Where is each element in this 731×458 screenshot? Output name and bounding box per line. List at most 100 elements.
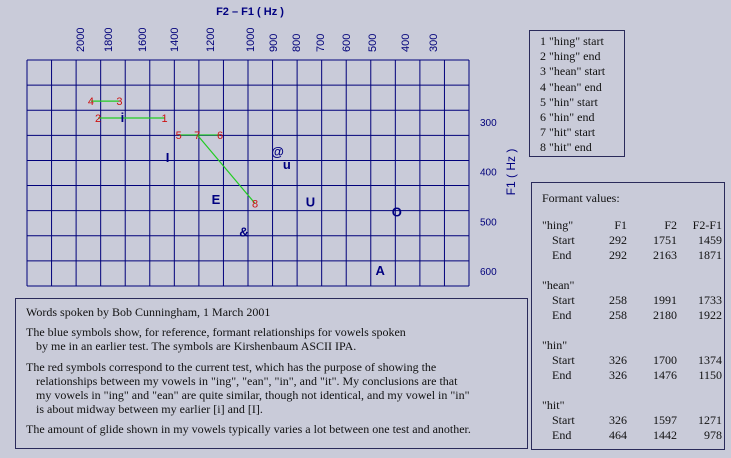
notes-line: The red symbols correspond to the curren…: [26, 359, 437, 374]
formant-cell: 1271: [698, 413, 722, 427]
formant-cell: 1733: [698, 293, 722, 307]
notes-heading: Words spoken by Bob Cunningham, 1 March …: [26, 305, 271, 319]
y-tick-label: 400: [480, 168, 497, 179]
reference-vowel: A: [376, 263, 386, 278]
formant-cell: End: [552, 428, 572, 442]
x-tick-label: 400: [400, 34, 412, 52]
reference-vowel: O: [392, 204, 402, 219]
glide-segments: [90, 100, 256, 204]
x-tick-label: 1200: [205, 28, 217, 52]
x-tick-label: 1400: [169, 28, 181, 52]
reference-vowel: i: [121, 110, 125, 125]
test-points: 1 2 3 4 5 6 7 8: [88, 96, 258, 210]
formant-cell: Start: [552, 233, 575, 247]
x-tick-label: 600: [341, 34, 353, 52]
formant-table-title: Formant values:: [542, 191, 620, 205]
formant-column-header: F2-F1: [692, 218, 722, 232]
formant-cell: 1459: [698, 233, 722, 247]
formant-cell: 326: [609, 368, 627, 382]
formant-cell: Start: [552, 293, 575, 307]
formant-row: End 326 1476 1150: [532, 368, 726, 383]
formant-cell: 258: [609, 293, 627, 307]
formant-group-header: "hean": [532, 278, 726, 293]
reference-vowel: &: [239, 224, 248, 239]
glide-segment: [196, 134, 256, 204]
formant-cell: 1150: [698, 368, 722, 382]
reference-vowels: i I @u E U O & A: [121, 110, 402, 278]
x-tick-label: 1800: [103, 28, 115, 52]
formant-cell: 1442: [653, 428, 677, 442]
formant-row: Start 326 1700 1374: [532, 353, 726, 368]
test-point: 4: [88, 96, 94, 108]
notes-panel: Words spoken by Bob Cunningham, 1 March …: [15, 298, 528, 449]
formant-cell: 292: [609, 248, 627, 262]
legend-item: 6 "hin" end: [540, 110, 595, 125]
notes-paragraph: The red symbols correspond to the curren…: [26, 360, 527, 417]
formant-cell: 2163: [653, 248, 677, 262]
formant-group-header: "hin": [532, 338, 726, 353]
x-tick-label: 800: [291, 34, 303, 52]
y-axis-label: F1 ( Hz ): [504, 149, 518, 196]
legend-item: 4 "hean" end: [540, 79, 602, 94]
x-axis-ticks: 2000 1800 1600 1400 1200 1000 900 800 700 600 500 4…: [75, 28, 440, 52]
notes-paragraph: The amount of glide shown in my vowels t…: [26, 422, 471, 437]
test-point: 8: [252, 198, 258, 210]
formant-cell: 1374: [698, 353, 722, 367]
chart-title: F2 – F1 ( Hz ): [216, 6, 284, 18]
formant-cell: 1476: [653, 368, 677, 382]
notes-paragraph: The blue symbols show, for reference, fo…: [26, 325, 527, 353]
formant-cell: 292: [609, 233, 627, 247]
formant-cell: 326: [609, 353, 627, 367]
notes-line: relationships between my vowels in "ing"…: [36, 373, 458, 388]
formant-column-header: F1: [614, 218, 627, 232]
x-tick-label: 2000: [75, 28, 87, 52]
reference-vowel: @: [271, 144, 284, 159]
chart-grid: [26, 59, 470, 287]
legend-item: 1 "hing" start: [540, 34, 604, 48]
formant-group-header: "hing" F1 F2 F2-F1: [532, 218, 726, 233]
formant-cell: 978: [704, 428, 722, 442]
formant-group-name: "hin": [542, 338, 568, 352]
reference-vowel: I: [166, 150, 170, 165]
formant-column-header: F2: [664, 218, 677, 232]
point-legend: 1 "hing" start 2 "hing" end 3 "hean" sta…: [529, 30, 625, 157]
reference-vowel: U: [306, 194, 315, 209]
formant-cell: 326: [609, 413, 627, 427]
formant-row: Start 326 1597 1271: [532, 413, 726, 428]
formant-row: End 464 1442 978: [532, 428, 726, 443]
formant-cell: 1700: [653, 353, 677, 367]
test-point: 7: [194, 130, 200, 142]
y-tick-label: 300: [480, 118, 497, 129]
formant-row: Start 292 1751 1459: [532, 233, 726, 248]
formant-cell: End: [552, 248, 572, 262]
y-tick-label: 600: [480, 267, 497, 278]
test-point: 3: [116, 96, 122, 108]
formant-cell: Start: [552, 353, 575, 367]
notes-line: my vowels in "ing" and "ean" are quite s…: [36, 388, 470, 403]
y-axis-ticks: 300 400 500 600: [480, 118, 497, 278]
x-tick-label: 500: [367, 34, 379, 52]
notes-line: The blue symbols show, for reference, fo…: [26, 325, 406, 340]
formant-group-name: "hit": [542, 398, 565, 412]
formant-cell: End: [552, 368, 572, 382]
legend-item: 2 "hing" end: [540, 49, 601, 64]
formant-cell: 2180: [653, 308, 677, 322]
formant-cell: 1991: [653, 293, 677, 307]
formant-cell: Start: [552, 413, 575, 427]
formant-cell: 1597: [653, 413, 677, 427]
formant-row: End 292 2163 1871: [532, 248, 726, 263]
notes-line: is about midway between my earlier [i] a…: [36, 402, 263, 417]
formant-row: End 258 2180 1922: [532, 308, 726, 323]
formant-cell: 1871: [698, 248, 722, 262]
x-tick-label: 1600: [137, 28, 149, 52]
formant-cell: 1751: [653, 233, 677, 247]
formant-group-name: "hing": [542, 218, 574, 232]
test-point: 5: [176, 130, 182, 142]
formant-cell: 464: [609, 428, 627, 442]
x-tick-label: 300: [428, 34, 440, 52]
reference-vowel: u: [283, 157, 291, 172]
formant-group-name: "hean": [542, 278, 575, 292]
notes-line: by me in an earlier test. The symbols ar…: [36, 339, 357, 354]
legend-item: 3 "hean" start: [540, 64, 606, 79]
